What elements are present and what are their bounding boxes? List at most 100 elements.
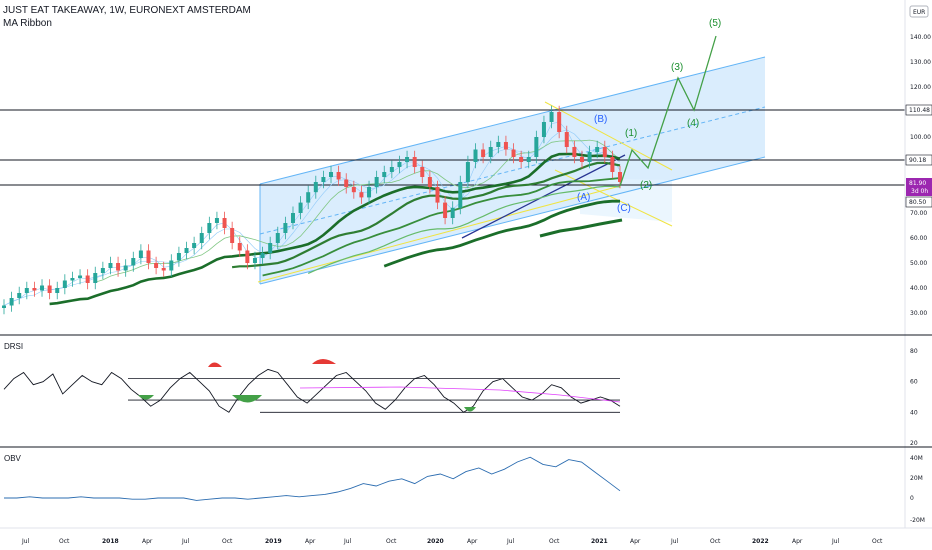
time-tick-2019: 2019: [265, 538, 282, 545]
time-tick-jul: Jul: [21, 538, 30, 545]
candle-body: [382, 172, 387, 177]
candles: [2, 105, 622, 315]
candle-body: [503, 142, 508, 150]
candle-body: [146, 250, 151, 263]
ma-ribbon: [3, 121, 623, 306]
candle-body: [435, 187, 440, 203]
wave-label-3: (3): [671, 62, 683, 73]
candle-body: [397, 162, 402, 167]
ma-line-12: [49, 152, 621, 306]
wave-label-1: (1): [625, 128, 637, 139]
wave-label-B: (B): [594, 114, 607, 125]
indicator-title: MA Ribbon: [3, 18, 52, 29]
time-tick-2020: 2020: [427, 538, 444, 545]
candle-body: [131, 258, 136, 266]
ma-line-30: [307, 185, 621, 274]
drsi-tick-60: 60: [910, 379, 918, 386]
candle-body: [618, 172, 622, 182]
candle-body: [579, 157, 584, 162]
time-tick-apr: Apr: [467, 538, 478, 545]
price-label-last: 81.90 3d 0h: [906, 178, 932, 196]
obv-axis: 40M 20M 0 -20M: [910, 455, 925, 524]
time-tick-oct: Oct: [222, 538, 233, 545]
candle-body: [2, 305, 6, 308]
symbol-title: JUST EAT TAKEAWAY, 1W, EURONEXT AMSTERDA…: [3, 5, 251, 16]
candle-body: [481, 149, 486, 157]
candle-body: [443, 202, 448, 218]
ma-line-3: [3, 121, 621, 306]
candle-body: [245, 250, 250, 263]
candle-body: [602, 147, 607, 157]
obv-line: [4, 456, 621, 501]
candle-body: [252, 258, 257, 263]
svg-text:80.50: 80.50: [909, 199, 926, 206]
time-tick-2022: 2022: [752, 538, 769, 545]
price-tick-140: 140.00: [910, 34, 931, 41]
price-label-110: 110.48: [905, 104, 932, 116]
candle-body: [62, 280, 67, 288]
svg-text:81.90: 81.90: [909, 180, 926, 187]
candle-body: [9, 298, 14, 306]
svg-text:110.48: 110.48: [909, 107, 930, 114]
channel-bottom-line: [259, 156, 766, 285]
candle-body: [260, 253, 265, 258]
candle-body: [329, 172, 334, 177]
drsi-pane[interactable]: DRSI 20 40 60 80: [3, 342, 918, 447]
price-axis[interactable]: 30.0040.0050.0060.0070.0080.0090.00100.0…: [910, 34, 931, 317]
price-tick-50: 50.00: [910, 260, 927, 267]
candle-body: [367, 187, 372, 198]
candle-body: [24, 288, 29, 293]
currency-label: EUR: [913, 9, 925, 16]
candle-body: [55, 288, 60, 293]
candle-body: [85, 275, 90, 283]
candle-body: [359, 192, 364, 198]
candle-body: [116, 263, 121, 271]
candle-body: [40, 285, 45, 291]
drsi-signal-line: [299, 386, 621, 403]
obv-pane[interactable]: OBV 40M 20M 0 -20M: [4, 454, 925, 524]
drsi-axis: 20 40 60 80: [910, 348, 918, 447]
price-label-90: 90.18: [905, 154, 932, 166]
candle-body: [176, 253, 181, 261]
candle-body: [313, 182, 318, 193]
candle-body: [100, 268, 105, 273]
wave-label-4: (4): [687, 118, 699, 129]
time-tick-jul: Jul: [181, 538, 190, 545]
price-pane[interactable]: (5) (3) (4) (1) (2) (B) (A) (C) 30.00 40.…: [0, 0, 932, 528]
wave-label-C: (C): [617, 203, 631, 214]
candle-body: [465, 162, 470, 182]
candle-body: [222, 218, 227, 228]
candle-body: [511, 149, 516, 157]
candle-body: [108, 263, 113, 268]
drsi-oversold-2: [232, 395, 262, 403]
time-axis[interactable]: Jul Oct 2018 Apr Jul Oct 2019 Apr Jul Oct 2020 Apr J…: [21, 538, 883, 545]
ma-line-5: [3, 129, 621, 306]
channel-fill-secondary: [580, 178, 672, 222]
drsi-oversold-1: [138, 395, 154, 400]
candle-body: [595, 147, 600, 152]
ma-line-8: [95, 139, 621, 283]
candle-body: [161, 268, 166, 271]
obv-tick-3: -20M: [910, 517, 925, 524]
price-tick-40: 40.00: [910, 285, 927, 292]
wave-projection-path: [619, 35, 717, 187]
candle-body: [154, 263, 159, 268]
yellow-trendline-lower: [257, 185, 621, 283]
channel-top-line: [259, 56, 766, 185]
time-tick-2021: 2021: [591, 538, 608, 545]
drsi-line: [3, 368, 621, 413]
svg-text:3d 0h: 3d 0h: [911, 188, 928, 195]
drsi-lines: [3, 359, 621, 413]
time-tick-jul: Jul: [831, 538, 840, 545]
candle-body: [336, 172, 341, 180]
ma-line-40: [383, 199, 620, 268]
candle-body: [306, 192, 311, 203]
candle-body: [207, 223, 212, 233]
candle-body: [230, 228, 235, 243]
candle-body: [587, 152, 592, 162]
candle-body: [47, 285, 52, 293]
candle-body: [351, 187, 356, 193]
candle-body: [283, 223, 288, 233]
currency-badge[interactable]: [909, 5, 929, 18]
